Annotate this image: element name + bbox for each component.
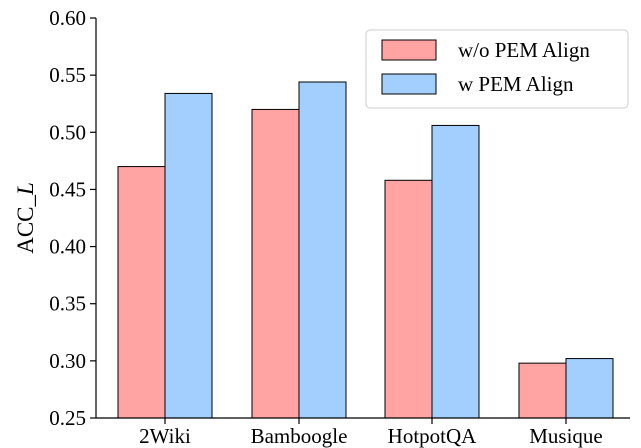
legend-label-0: w/o PEM Align — [458, 38, 590, 62]
y-axis-label-subscript: L — [13, 182, 38, 196]
y-tick-label-4: 0.45 — [49, 177, 86, 201]
legend-swatch-0 — [381, 39, 437, 61]
x-tick-label-0: 2Wiki — [139, 424, 191, 448]
bar-series-0-2wiki — [117, 166, 166, 419]
bar-series-0-hotpotqa — [384, 179, 433, 419]
y-tick-label-7: 0.60 — [49, 6, 86, 30]
bar-series-1-bamboogle — [298, 81, 347, 419]
legend-label-1: w PEM Align — [458, 72, 574, 96]
bar-series-0-musique — [518, 362, 567, 419]
y-axis-ticks: 0.25 0.30 0.35 0.40 0.45 0.50 0.55 0.60 — [49, 6, 96, 430]
bar-series-1-2wiki — [164, 92, 213, 419]
y-tick-label-2: 0.35 — [49, 292, 86, 316]
bar-series-1-musique — [565, 358, 614, 419]
y-axis-label: ACC_L — [13, 182, 38, 254]
x-tick-label-3: Musique — [529, 424, 603, 448]
y-tick-label-5: 0.50 — [49, 120, 86, 144]
y-tick-label-0: 0.25 — [49, 406, 86, 430]
bar-series-1-hotpotqa — [431, 124, 480, 419]
legend-swatch-1 — [381, 73, 437, 95]
x-tick-label-1: Bamboogle — [251, 424, 348, 448]
bar-series-0-bamboogle — [251, 108, 300, 419]
x-tick-label-2: HotpotQA — [388, 424, 478, 448]
y-tick-label-1: 0.30 — [49, 349, 86, 373]
x-axis-ticks: 2Wiki Bamboogle HotpotQA Musique — [139, 418, 603, 448]
y-tick-label-6: 0.55 — [49, 63, 86, 87]
y-tick-label-3: 0.40 — [49, 235, 86, 259]
bars — [117, 81, 614, 419]
legend: w/o PEM Align w PEM Align — [365, 29, 629, 109]
y-axis-label-prefix: ACC_ — [13, 195, 38, 254]
